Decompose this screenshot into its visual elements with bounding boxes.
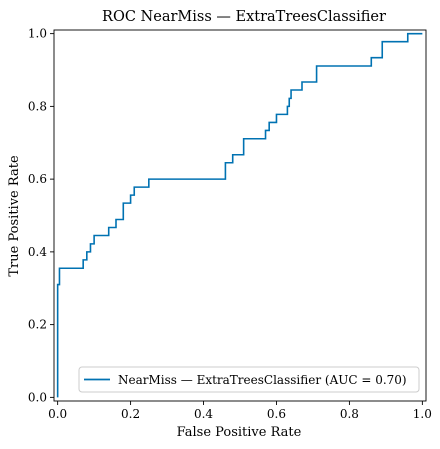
x-axis-ticks: 0.0 0.2 0.4 0.6 0.8 1.0 (48, 401, 432, 421)
x-axis-title: False Positive Rate (177, 425, 302, 440)
x-tick-label: 0.4 (194, 407, 213, 421)
x-tick-label: 0.8 (340, 407, 359, 421)
chart-title: ROC NearMiss — ExtraTreesClassifier (102, 9, 386, 25)
y-tick-label: 0.0 (28, 390, 47, 404)
y-tick-label: 1.0 (28, 27, 47, 41)
legend-box (78, 366, 420, 393)
plot-area (53, 29, 427, 402)
legend: NearMiss — ExtraTreesClassifier (AUC = 0… (78, 366, 420, 393)
x-tick-label: 0.2 (121, 407, 140, 421)
roc-curve-line (56, 32, 423, 398)
x-tick-label: 0.0 (48, 407, 67, 421)
x-tick-label: 0.6 (267, 407, 286, 421)
y-tick-label: 0.6 (28, 172, 47, 186)
x-tick-label: 1.0 (413, 407, 432, 421)
y-tick-label: 0.4 (28, 245, 47, 259)
y-tick-label: 0.8 (28, 99, 47, 113)
y-tick-label: 0.2 (28, 318, 47, 332)
legend-label: NearMiss — ExtraTreesClassifier (AUC = 0… (118, 373, 407, 387)
y-axis-title: True Positive Rate (7, 155, 22, 277)
y-axis-ticks: 0.0 0.2 0.4 0.6 0.8 1.0 (28, 27, 54, 404)
plot-frame (53, 29, 427, 402)
